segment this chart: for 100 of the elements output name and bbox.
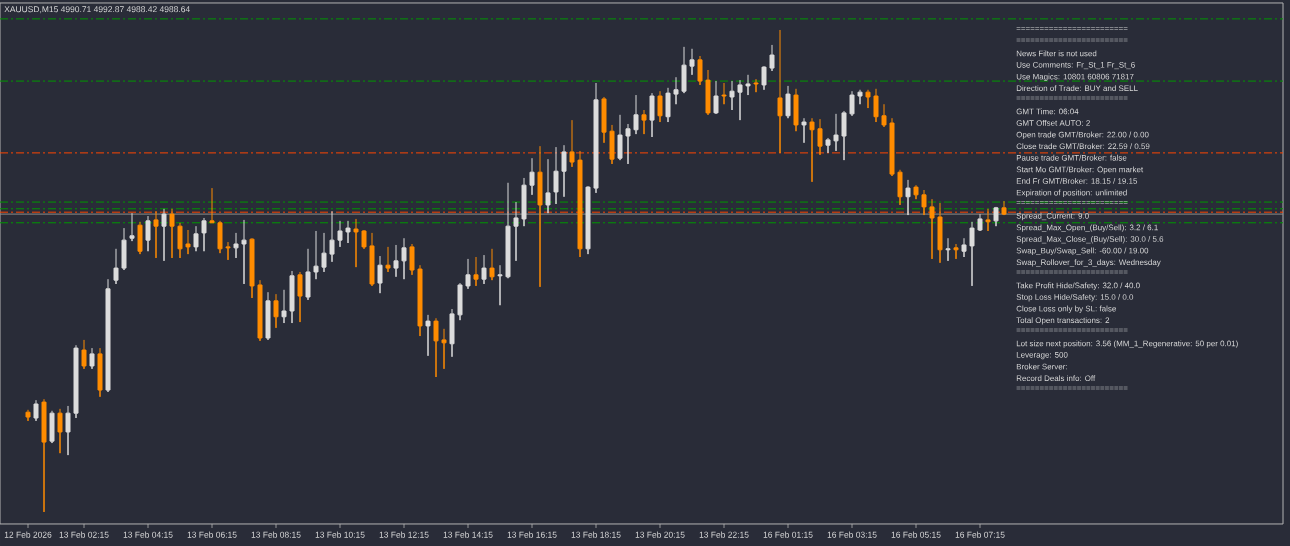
candlestick [361,229,367,250]
candlestick [985,208,991,232]
x-tick-label: 13 Feb 22:15 [699,531,749,538]
candlestick [569,119,575,168]
candlestick [737,79,743,121]
x-tick-label: 16 Feb 07:15 [955,531,1005,538]
candlestick [545,158,551,214]
candlestick [393,244,399,278]
candlestick [649,92,655,138]
candlestick [841,110,847,161]
candlestick [993,206,999,227]
candlestick [49,410,55,444]
candlestick [481,254,487,285]
x-tick-label: 13 Feb 04:15 [123,531,173,538]
candlestick [41,398,47,513]
x-tick-label: 12 Feb 2026 [4,531,52,538]
candlestick [145,215,151,252]
candlestick [281,289,287,324]
candlestick [433,317,439,378]
candlestick [313,230,319,280]
candlestick [409,243,415,276]
candlestick [425,314,431,357]
candlestick [665,87,671,123]
candlestick [553,146,559,205]
candlestick [273,293,279,329]
candlestick [297,271,303,323]
candlestick [713,80,719,115]
candlestick [897,169,903,206]
candlestick [257,279,263,342]
candlestick [969,221,975,287]
candlestick [321,232,327,273]
candlestick [505,182,511,279]
candlestick [689,48,695,76]
candlestick [465,258,471,290]
candlestick [641,109,647,135]
candlestick [721,82,727,105]
candlestick [929,198,935,260]
candlestick [537,145,543,288]
candlestick [201,217,207,252]
candlestick [825,137,831,154]
candlestick [169,208,175,259]
candlestick [761,65,767,91]
candlestick [473,256,479,287]
x-tick-label: 13 Feb 02:15 [59,531,109,538]
candlestick [81,339,87,370]
x-tick-label: 13 Feb 10:15 [315,531,365,538]
candlestick [401,237,407,280]
candlestick [489,248,495,281]
candlestick [385,246,391,273]
candlestick [345,220,351,244]
candlestick [609,124,615,165]
x-tick-label: 13 Feb 20:15 [635,531,685,538]
candlestick [73,344,79,419]
x-tick-label: 13 Feb 16:15 [507,531,557,538]
candlestick [153,210,159,259]
candlestick [945,237,951,262]
candlestick [585,185,591,255]
candlestick [209,187,215,224]
candlestick [233,232,239,259]
candlestick [785,85,791,119]
candlestick [185,229,191,255]
candlestick [753,78,759,93]
candlestick [849,90,855,117]
candlestick [633,94,639,135]
chart-title: XAUUSD,M15 4990.71 4992.87 4988.42 4988.64 [4,6,190,14]
candlestick [913,184,919,200]
candlestick [873,88,879,123]
candlestick [305,248,311,301]
candlestick [953,243,959,260]
candlestick [561,144,567,198]
candlestick [353,218,359,268]
candlestick [57,408,63,454]
candlestick [857,89,863,105]
candlestick [881,103,887,128]
candlestick [937,202,943,264]
candlestick [729,80,735,111]
candlestick [217,220,223,254]
candlestick [25,409,31,422]
candlestick [497,264,503,306]
candlestick [865,89,871,109]
candlestick [97,347,103,398]
candlestick [329,210,335,263]
candlestick [921,189,927,216]
candlestick [801,117,807,144]
candlestick [809,117,815,183]
candlestick [289,270,295,324]
candlestick [417,264,423,337]
candlestick [617,114,623,161]
x-tick-label: 13 Feb 18:15 [571,531,621,538]
candlestick [769,44,775,72]
candlestick [65,405,71,456]
x-tick-label: 13 Feb 06:15 [187,531,237,538]
candlestick [793,88,799,132]
x-tick-label: 16 Feb 05:15 [891,531,941,538]
candlestick [625,123,631,165]
candlestick [129,212,135,242]
candlestick [577,150,583,258]
candlestick [977,213,983,232]
candlestick [681,46,687,94]
candlestick [225,241,231,261]
